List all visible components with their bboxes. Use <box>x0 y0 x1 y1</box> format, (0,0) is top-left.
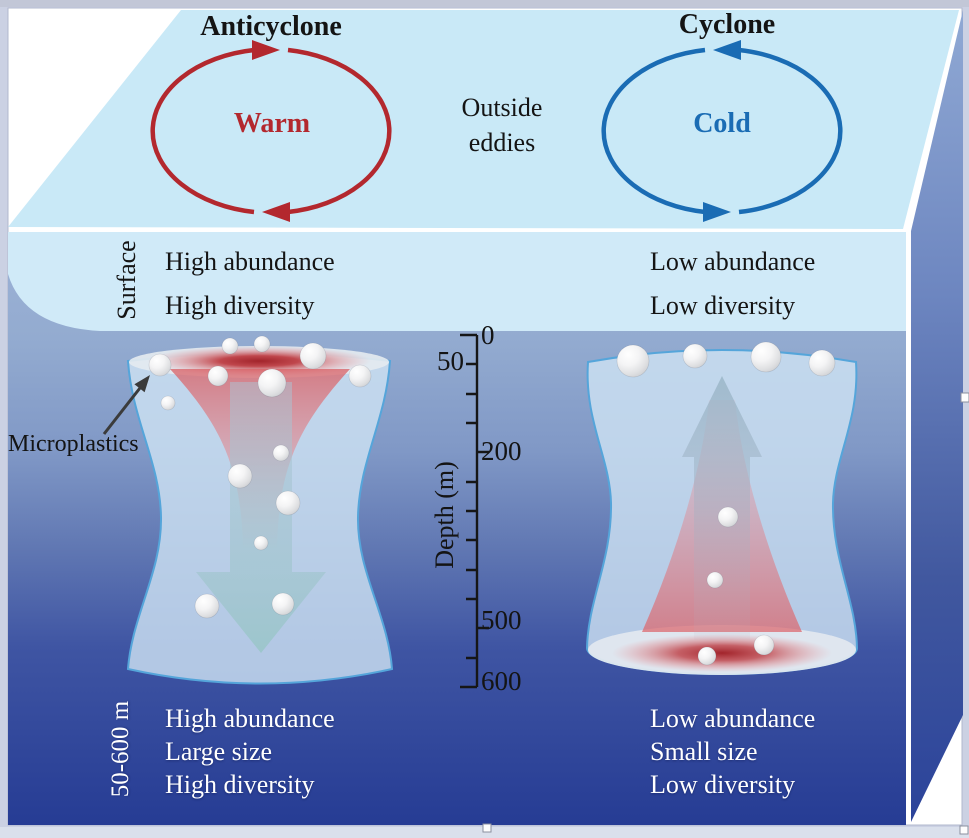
upwelling-arrow <box>682 376 762 640</box>
microplastic-sphere <box>750 341 782 373</box>
microplastic-sphere <box>616 344 650 378</box>
microplastic-sphere <box>207 365 229 387</box>
resize-handle-bottom-center[interactable] <box>482 823 492 833</box>
microplastic-sphere <box>299 342 327 370</box>
depth-axis-scale <box>460 333 489 689</box>
microplastic-sphere <box>148 353 172 377</box>
clockwise-arrowhead-bottom <box>262 202 290 222</box>
microplastic-sphere <box>808 349 836 377</box>
resize-handle-right-middle[interactable] <box>960 392 969 403</box>
microplastic-sphere <box>272 444 290 462</box>
anticyclone-deep-abundance: High abundance <box>165 704 335 733</box>
microplastic-sphere <box>348 364 372 388</box>
anticyclone-eddy-column <box>126 335 394 685</box>
counterclockwise-arrowhead-bottom <box>703 202 731 222</box>
depth-tick-600: 600 <box>481 666 522 696</box>
cyclone-eddy-column <box>585 341 859 675</box>
outside-eddies-line2: eddies <box>468 128 536 157</box>
depth-axis-line <box>460 333 489 689</box>
warm-label: Warm <box>233 108 311 139</box>
anticyclone-surface-diversity: High diversity <box>165 291 315 320</box>
anticyclone-deep-size: Large size <box>165 737 273 766</box>
outside-eddies-line1: Outside <box>461 93 543 122</box>
warm-core-bottom <box>612 634 832 672</box>
microplastic-sphere <box>253 535 269 551</box>
outside-eddies-label: Outside eddies <box>427 90 577 160</box>
counterclockwise-arrowhead-top <box>713 40 741 60</box>
cyclone-rotation-arrow <box>601 40 843 222</box>
box-top-face <box>8 10 959 229</box>
surface-band <box>8 232 906 331</box>
cyclone-surface-diversity: Low diversity <box>650 291 796 320</box>
microplastic-sphere <box>221 337 239 355</box>
box-side-face <box>911 10 963 822</box>
depth-range-label: 50-600 m <box>107 700 134 798</box>
microplastic-sphere <box>194 593 220 619</box>
anticyclone-title: Anticyclone <box>200 11 342 42</box>
microplastic-spheres-left <box>148 335 372 619</box>
cold-label: Cold <box>693 108 751 139</box>
resize-handle-bottom-right[interactable] <box>959 825 969 835</box>
cyclone-title: Cyclone <box>678 9 776 40</box>
surface-depth-label: Surface <box>112 240 141 320</box>
depth-tick-50: 50 <box>437 346 464 376</box>
microplastics-label: Microplastics <box>8 431 139 457</box>
cyclone-surface-abundance: Low abundance <box>650 247 816 276</box>
cyclone-deep-abundance: Low abundance <box>650 704 816 733</box>
microplastic-sphere <box>275 490 301 516</box>
downwelling-arrow <box>196 382 326 653</box>
window-top-strip <box>0 0 969 7</box>
microplastic-sphere <box>697 646 717 666</box>
anticyclone-deep-diversity: High diversity <box>165 770 315 799</box>
microplastic-sphere <box>257 368 287 398</box>
cyclone-deep-size: Small size <box>650 737 758 766</box>
depth-axis-label: Depth (m) <box>430 461 459 569</box>
microplastic-sphere <box>682 343 708 369</box>
depth-tick-0: 0 <box>481 320 495 350</box>
depth-tick-200: 200 <box>481 436 522 466</box>
cyclone-deep-diversity: Low diversity <box>650 770 796 799</box>
microplastic-sphere <box>227 463 253 489</box>
microplastic-sphere <box>271 592 295 616</box>
depth-tick-500: 500 <box>481 605 522 635</box>
microplastics-pointer-arrow <box>102 375 150 435</box>
clockwise-arrowhead-top <box>252 40 280 60</box>
microplastic-sphere <box>753 634 775 656</box>
microplastic-sphere <box>160 395 176 411</box>
anticyclone-surface-abundance: High abundance <box>165 247 335 276</box>
microplastic-sphere <box>717 506 739 528</box>
microplastic-spheres-right <box>616 341 836 666</box>
microplastic-sphere <box>706 571 724 589</box>
anticyclone-rotation-arrow <box>150 40 392 222</box>
microplastic-sphere <box>253 335 271 353</box>
